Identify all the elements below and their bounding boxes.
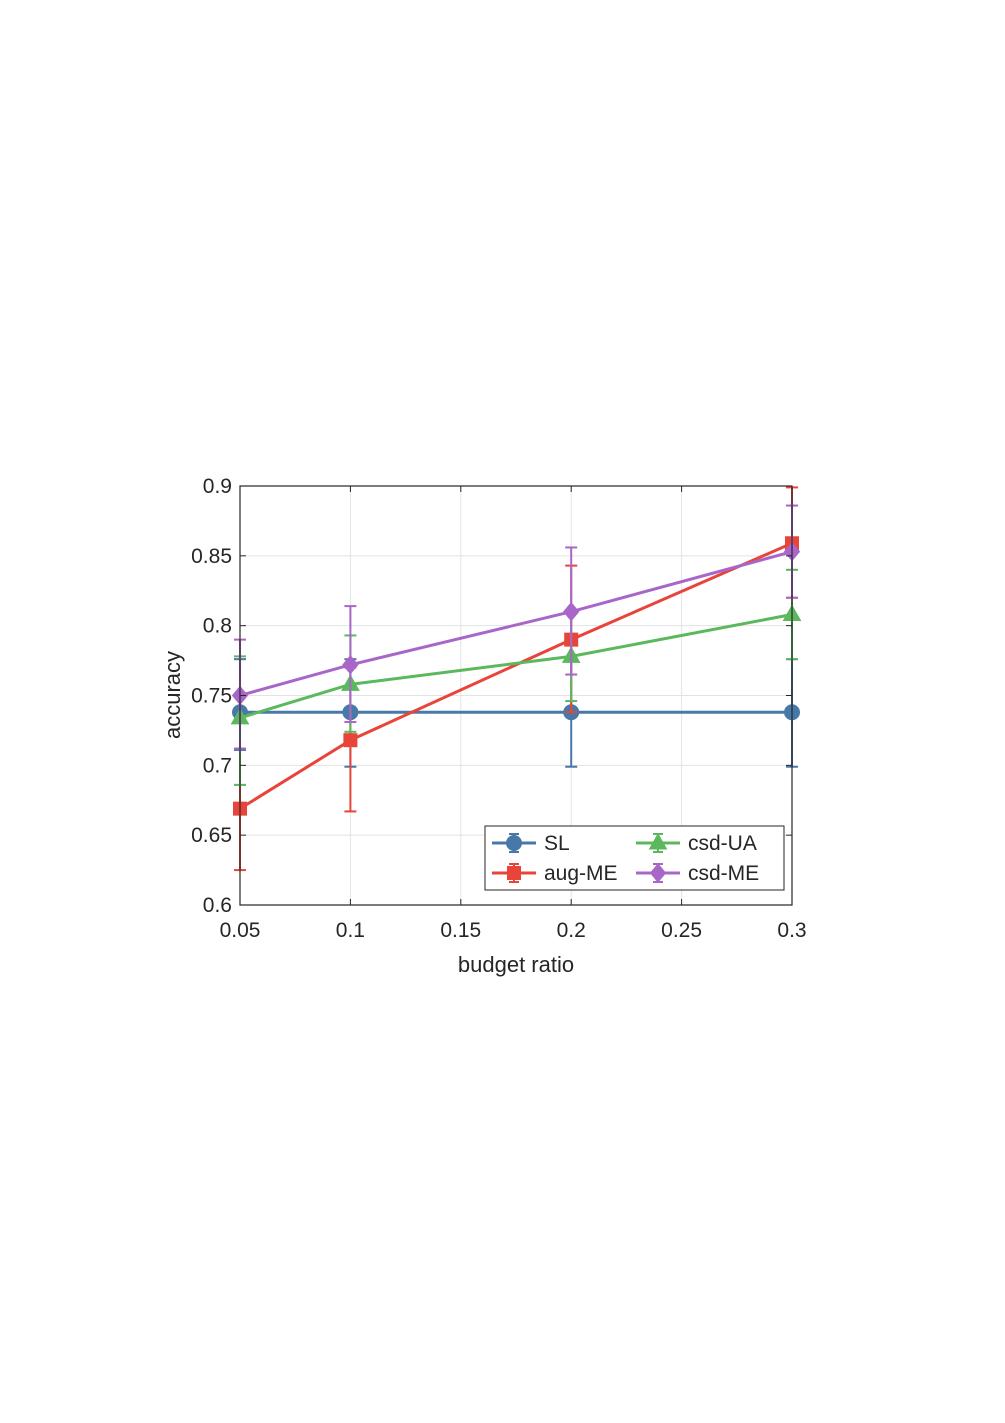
legend-marker <box>506 835 522 851</box>
y-tick-label: 0.8 <box>203 615 232 638</box>
x-tick-label: 0.3 <box>777 919 806 942</box>
legend-entry-csd-UA: csd-UA <box>636 832 757 855</box>
y-tick-label: 0.9 <box>203 475 232 498</box>
y-tick-label: 0.7 <box>203 754 232 777</box>
x-tick-label: 0.15 <box>440 919 481 942</box>
data-point <box>342 654 359 675</box>
legend-entry-csd-ME: csd-ME <box>636 862 759 885</box>
x-axis-label: budget ratio <box>458 952 574 977</box>
y-tick-label: 0.65 <box>191 824 232 847</box>
x-tick-label: 0.2 <box>557 919 586 942</box>
series-line <box>239 613 793 720</box>
x-tick-label: 0.05 <box>220 919 261 942</box>
legend-box <box>484 825 785 891</box>
y-tick-label: 0.85 <box>191 545 232 568</box>
x-tick-label: 0.25 <box>661 919 702 942</box>
legend-label: csd-ME <box>688 862 759 885</box>
y-tick-label: 0.6 <box>203 894 232 917</box>
legend-entry-SL: SL <box>492 832 570 855</box>
legend-entry-aug-ME: aug-ME <box>492 862 618 885</box>
legend-label: aug-ME <box>544 862 618 885</box>
x-tick-label: 0.1 <box>336 919 365 942</box>
legend-marker <box>507 866 521 880</box>
legend-marker <box>649 863 667 883</box>
data-point <box>343 733 358 748</box>
ticks: 0.05 0.1 0.15 0.2 0.25 0.3 0.6 0.65 0.7 0.75 0.8 0.… <box>191 475 806 942</box>
series-line <box>239 550 793 697</box>
legend-marker <box>648 832 668 850</box>
legend: SL aug-ME csd-UA csd-ME <box>484 825 785 891</box>
series-line <box>239 541 793 810</box>
data-point <box>563 601 580 622</box>
series-layer <box>230 486 802 872</box>
legend-label: SL <box>544 832 570 855</box>
y-axis-label: accuracy <box>160 651 185 739</box>
legend-label: csd-UA <box>688 832 757 855</box>
y-tick-label: 0.75 <box>191 685 232 708</box>
